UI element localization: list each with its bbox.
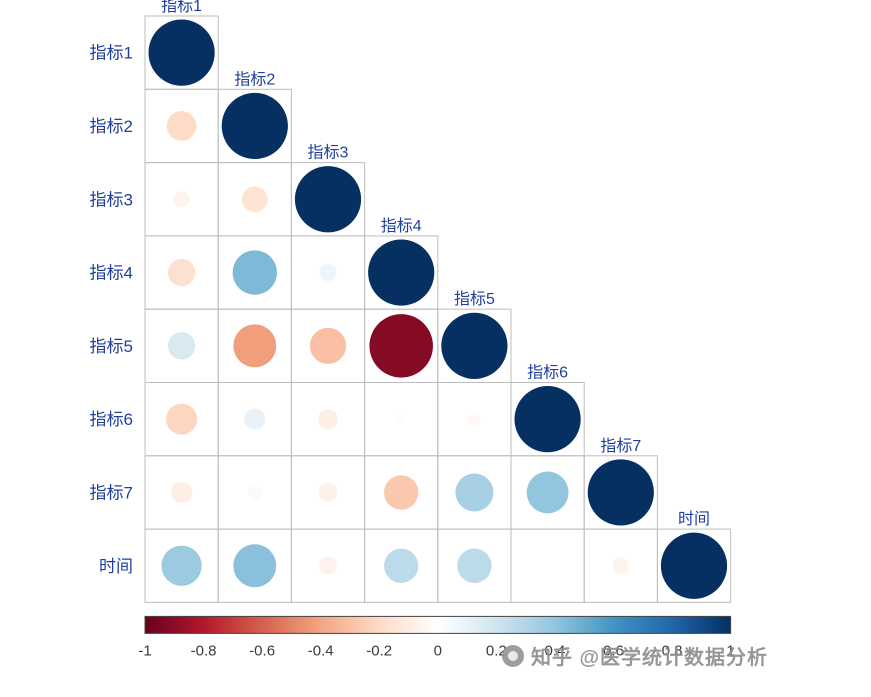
colorbar-tick-label: 0.2 bbox=[486, 642, 507, 659]
correlation-circle bbox=[526, 471, 569, 514]
correlation-circle bbox=[455, 473, 494, 512]
colorbar-tick-label: -0.4 bbox=[308, 642, 334, 659]
correlation-circle bbox=[166, 403, 198, 435]
colorbar-tick-label: -0.2 bbox=[366, 642, 392, 659]
colorbar-tick-label: 0.6 bbox=[603, 642, 624, 659]
correlation-circle bbox=[384, 475, 419, 510]
colorbar-tick-label: 1 bbox=[726, 642, 734, 659]
column-label: 指标5 bbox=[454, 290, 495, 308]
correlation-circle bbox=[612, 557, 629, 574]
correlation-circle bbox=[221, 92, 288, 160]
row-label: 指标5 bbox=[90, 337, 133, 356]
correlation-circle bbox=[457, 548, 492, 583]
row-label: 指标7 bbox=[90, 483, 133, 502]
correlation-circle bbox=[171, 481, 193, 503]
correlation-circle bbox=[396, 414, 406, 424]
matrix-cell bbox=[510, 528, 585, 603]
correlation-circle bbox=[248, 485, 262, 500]
colorbar-tick-label: 0.8 bbox=[662, 642, 683, 659]
correlation-circle bbox=[309, 327, 347, 364]
correlation-circle bbox=[319, 263, 337, 282]
colorbar-tick-label: 0.4 bbox=[544, 642, 565, 659]
column-label: 指标1 bbox=[161, 0, 202, 15]
correlation-circle bbox=[161, 545, 202, 586]
row-label: 指标2 bbox=[90, 117, 133, 136]
correlation-circle bbox=[319, 556, 337, 575]
colorbar-tick-label: -1 bbox=[138, 642, 151, 659]
row-label: 指标1 bbox=[90, 44, 133, 63]
colorbar bbox=[144, 615, 732, 634]
correlation-circle bbox=[318, 409, 338, 430]
column-label: 时间 bbox=[678, 510, 710, 528]
correlation-circle bbox=[232, 250, 277, 295]
correlation-circle bbox=[244, 408, 266, 430]
correlation-circle bbox=[384, 548, 419, 583]
correlation-circle bbox=[166, 111, 197, 141]
matrix-cell bbox=[656, 528, 732, 603]
colorbar-tick-label: 0 bbox=[434, 642, 442, 659]
colorbar-tick-label: -0.6 bbox=[249, 642, 275, 659]
correlation-circle bbox=[294, 166, 362, 233]
column-label: 指标3 bbox=[308, 144, 349, 162]
column-label: 指标2 bbox=[234, 70, 275, 88]
correlation-circle bbox=[441, 312, 508, 379]
correlation-circle bbox=[167, 258, 196, 287]
correlation-circle bbox=[587, 459, 654, 526]
row-label: 指标6 bbox=[90, 410, 133, 429]
colorbar-tick-label: -0.8 bbox=[191, 642, 217, 659]
correlation-circle bbox=[514, 386, 581, 453]
column-label: 指标7 bbox=[600, 437, 641, 455]
correlation-circle bbox=[467, 412, 482, 426]
row-label: 指标4 bbox=[90, 264, 133, 283]
correlation-circle bbox=[148, 19, 215, 86]
correlation-circle bbox=[368, 239, 435, 306]
correlation-circle bbox=[660, 532, 728, 599]
correlation-circle bbox=[167, 332, 196, 360]
correlation-circle bbox=[233, 544, 277, 588]
correlation-circle bbox=[318, 483, 338, 502]
column-label: 指标6 bbox=[527, 364, 568, 382]
correlation-circle bbox=[173, 191, 190, 208]
correlation-circle bbox=[369, 314, 433, 378]
correlation-circle bbox=[241, 186, 268, 213]
column-label: 指标4 bbox=[381, 217, 422, 235]
row-label: 时间 bbox=[99, 557, 133, 576]
row-label: 指标3 bbox=[90, 190, 133, 209]
correlation-circle bbox=[233, 324, 277, 368]
